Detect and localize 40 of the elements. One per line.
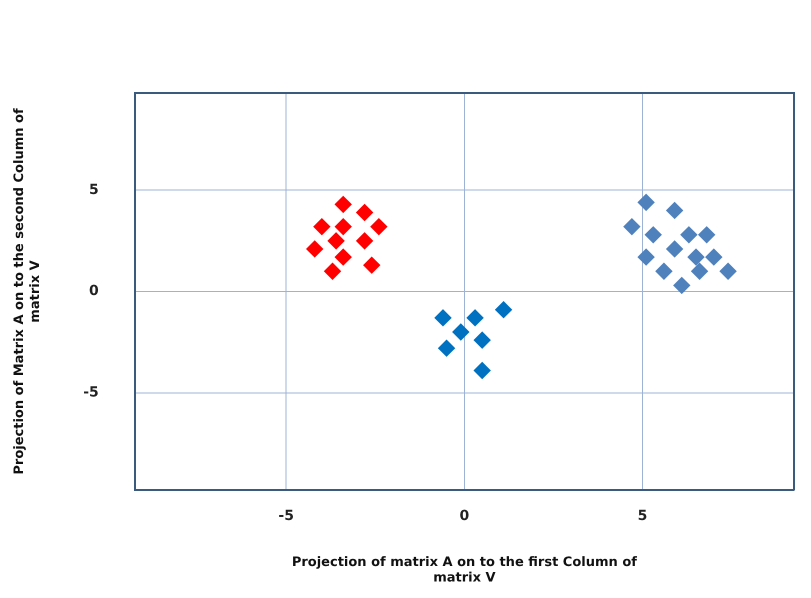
point bbox=[474, 362, 491, 379]
x-tick-label: -5 bbox=[278, 508, 294, 524]
point bbox=[334, 196, 352, 213]
point bbox=[363, 256, 380, 274]
point bbox=[452, 324, 470, 341]
y-tick-label: -5 bbox=[83, 384, 99, 400]
point bbox=[495, 301, 512, 318]
point bbox=[688, 248, 705, 266]
point bbox=[623, 218, 640, 236]
x-axis-title: Projection of matrix A on to the first Column of matrix V bbox=[292, 554, 638, 586]
y-axis-title: Projection of Matrix A on to the second Column of matrix V bbox=[12, 108, 43, 475]
point bbox=[434, 309, 452, 326]
point bbox=[328, 232, 345, 250]
point bbox=[356, 204, 374, 222]
x-tick-label: 0 bbox=[460, 508, 470, 524]
x-tick-label: 5 bbox=[638, 508, 648, 524]
point bbox=[698, 226, 716, 244]
point bbox=[680, 226, 698, 244]
point bbox=[313, 218, 330, 236]
y-tick-label: 5 bbox=[89, 182, 99, 198]
point bbox=[666, 202, 684, 219]
point bbox=[655, 262, 672, 280]
point bbox=[306, 240, 324, 258]
point bbox=[691, 262, 708, 280]
point bbox=[673, 276, 690, 294]
point bbox=[638, 194, 655, 211]
point bbox=[438, 340, 456, 357]
point bbox=[370, 218, 388, 236]
point bbox=[334, 248, 352, 266]
point bbox=[666, 240, 684, 258]
point bbox=[638, 248, 655, 266]
y-tick-label: 0 bbox=[89, 283, 99, 300]
point bbox=[474, 332, 491, 349]
point bbox=[324, 262, 342, 280]
point bbox=[356, 232, 374, 250]
point bbox=[720, 262, 737, 280]
point bbox=[705, 248, 722, 266]
point bbox=[644, 226, 662, 244]
point bbox=[466, 309, 484, 326]
point bbox=[334, 218, 352, 236]
